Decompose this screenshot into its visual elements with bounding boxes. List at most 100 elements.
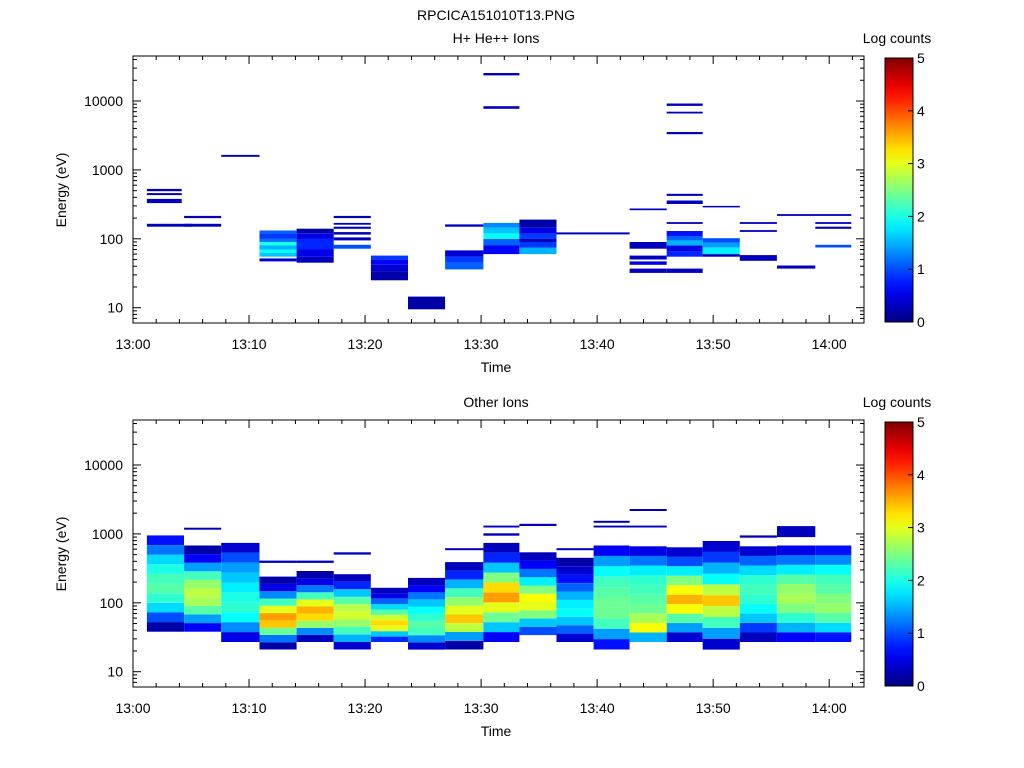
heatmap-cell — [408, 296, 446, 310]
heatmap-cell — [666, 200, 703, 204]
heatmap-cell — [445, 588, 484, 597]
heatmap-cell — [445, 605, 484, 615]
heatmap-cell — [483, 622, 520, 633]
heatmap-cell — [556, 625, 594, 634]
heatmap-cell — [629, 261, 667, 265]
heatmap-cell — [593, 566, 630, 577]
heatmap-cell — [483, 233, 520, 239]
heatmap-cell — [593, 587, 630, 598]
heatmap-cell — [146, 545, 184, 555]
heatmap-cell — [519, 602, 557, 611]
heatmap-cell — [519, 242, 557, 248]
heatmap-cell — [184, 215, 222, 219]
heatmap-cell — [333, 244, 371, 249]
heatmap-cell — [666, 585, 703, 595]
x-tick-label: 13:00 — [115, 700, 150, 716]
colorbar: 0 1 2 3 4 5 — [884, 414, 925, 694]
heatmap-cell — [370, 636, 408, 642]
heatmap-cell — [483, 602, 520, 613]
heatmap-cell — [593, 520, 630, 523]
heatmap-cell — [519, 227, 557, 234]
panel-title: H+ He++ Ions — [453, 30, 540, 46]
heatmap-cell — [519, 523, 557, 526]
heatmap-cell — [296, 606, 334, 614]
heatmap-cell — [408, 613, 446, 621]
heatmap-cell — [629, 268, 667, 273]
heatmap-cell — [739, 555, 777, 566]
heatmap-cell — [629, 555, 667, 566]
heatmap-cell — [815, 244, 852, 248]
colorbar-tick-label: 0 — [917, 314, 925, 330]
heatmap-cell — [777, 564, 816, 575]
heatmap-cell — [146, 564, 184, 574]
heatmap-cell — [259, 583, 297, 592]
colorbar-tick-label: 5 — [917, 414, 925, 430]
heatmap-cell — [221, 572, 260, 583]
heatmap-cell — [777, 593, 816, 604]
heatmap-cell — [666, 632, 703, 642]
heatmap-cell — [519, 233, 557, 239]
heatmap-cell — [519, 626, 557, 636]
heatmap-cell — [777, 555, 816, 565]
heatmap-cell — [296, 578, 334, 586]
heatmap-cell — [184, 580, 222, 589]
heatmap-cell — [259, 591, 297, 599]
heatmap-cell — [146, 223, 193, 227]
heatmap-cell — [296, 599, 334, 607]
heatmap-cell — [702, 238, 740, 243]
heatmap-cell — [483, 562, 520, 573]
heatmap-cell — [445, 640, 484, 650]
heatmap-cell — [333, 226, 371, 229]
heatmap-cell — [702, 584, 740, 596]
heatmap-cell — [259, 242, 297, 246]
heatmap-cell — [777, 214, 852, 216]
heatmap-cell — [483, 572, 520, 583]
heatmap-cell — [702, 242, 740, 248]
heatmap-cell — [702, 247, 740, 255]
heatmap-cell — [483, 552, 520, 563]
heatmap-cell — [815, 564, 852, 575]
heatmap-cell — [296, 613, 334, 621]
heatmap-cell — [483, 592, 520, 603]
x-tick-label: 14:00 — [812, 336, 847, 352]
heatmap-cell — [221, 582, 260, 593]
colorbar-tick-label: 1 — [917, 261, 925, 277]
y-tick-label: 10 — [107, 300, 123, 316]
heatmap-cell — [184, 623, 222, 632]
heatmap-cell — [184, 588, 222, 598]
heatmap-cell — [739, 575, 777, 585]
heatmap-cell — [483, 106, 520, 109]
spectrogram-cells — [146, 509, 852, 650]
heatmap-cell — [370, 264, 408, 272]
y-tick-label: 100 — [100, 595, 124, 611]
heatmap-cell — [259, 613, 297, 621]
heatmap-cell — [702, 541, 740, 552]
heatmap-cell — [519, 568, 557, 578]
x-tick-label: 13:50 — [696, 336, 731, 352]
colorbar-gradient — [884, 421, 914, 687]
panel-other-ions: Other Ions Log counts Energy (eV) Time 1… — [53, 394, 931, 739]
heatmap-cell — [146, 574, 184, 584]
heatmap-cell — [333, 619, 371, 627]
y-tick-label: 1000 — [92, 526, 123, 542]
heatmap-cell — [702, 254, 740, 257]
heatmap-cell — [702, 606, 740, 617]
heatmap-cell — [815, 545, 852, 556]
y-axis-label: Energy (eV) — [53, 517, 69, 592]
heatmap-cell — [629, 594, 667, 604]
heatmap-cell — [259, 230, 297, 234]
heatmap-cell — [815, 555, 852, 565]
heatmap-cell — [519, 593, 557, 602]
y-tick-label: 10000 — [84, 457, 123, 473]
heatmap-cell — [519, 247, 557, 255]
heatmap-cell — [408, 599, 446, 607]
heatmap-cell — [259, 576, 297, 584]
heatmap-cell — [184, 554, 222, 563]
x-tick-label: 13:40 — [580, 700, 615, 716]
heatmap-cell — [777, 265, 816, 269]
colorbar-tick-label: 4 — [917, 103, 925, 119]
heatmap-cell — [593, 576, 630, 588]
panel-title: Other Ions — [463, 394, 528, 410]
heatmap-cell — [445, 262, 484, 270]
